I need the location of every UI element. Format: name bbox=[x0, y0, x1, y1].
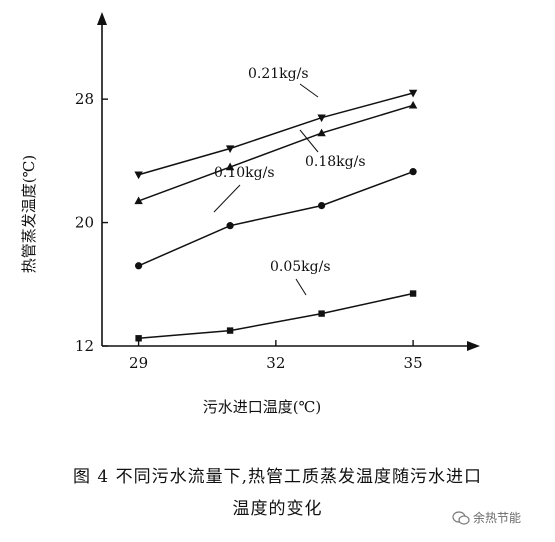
series-0 bbox=[134, 89, 418, 180]
ticks: 29 32 35 12 20 28 bbox=[75, 90, 423, 372]
series-line-3 bbox=[138, 292, 414, 340]
series-3-point-1 bbox=[226, 327, 234, 334]
series-label-0: 0.21kg/s bbox=[248, 66, 309, 82]
axes bbox=[97, 12, 480, 351]
series-3-point-3 bbox=[409, 290, 417, 297]
series-label-leader-0 bbox=[299, 83, 319, 98]
x-axis-arrow bbox=[467, 341, 480, 351]
series-3-point-0 bbox=[135, 335, 142, 342]
series-1-point-0 bbox=[134, 196, 143, 205]
series-0-point-2 bbox=[317, 114, 326, 123]
series-line-2 bbox=[138, 170, 414, 267]
y-axis-title: 热管蒸发温度(℃) bbox=[20, 155, 38, 274]
wechat-icon bbox=[452, 510, 470, 525]
y-tick-label-28: 28 bbox=[75, 90, 94, 108]
series-1-point-2 bbox=[317, 128, 326, 137]
series-layer bbox=[134, 89, 418, 342]
series-2-point-2 bbox=[318, 202, 326, 210]
watermark-text: 余热节能 bbox=[473, 511, 522, 525]
series-2-point-3 bbox=[409, 168, 417, 176]
series-label-2: 0.10kg/s bbox=[214, 165, 275, 181]
figure-caption-line-1: 图 4 不同污水流量下,热管工质蒸发温度随污水进口 bbox=[72, 467, 483, 487]
series-labels: 0.21kg/s 0.18kg/s 0.10kg/s 0.05kg/s bbox=[213, 66, 366, 296]
series-label-leader-2 bbox=[213, 184, 241, 213]
series-line-0 bbox=[138, 92, 414, 176]
y-tick-label-20: 20 bbox=[75, 214, 94, 232]
series-2-point-0 bbox=[135, 262, 143, 270]
watermark: 余热节能 bbox=[452, 509, 521, 526]
x-tick-label-29: 29 bbox=[129, 354, 148, 372]
x-axis-title: 污水进口温度(℃) bbox=[203, 398, 322, 416]
series-line-1 bbox=[138, 104, 414, 202]
series-label-3: 0.05kg/s bbox=[270, 259, 331, 275]
x-tick-label-32: 32 bbox=[266, 354, 285, 372]
y-tick-label-12: 12 bbox=[75, 337, 94, 355]
series-2 bbox=[135, 168, 417, 270]
series-1-point-1 bbox=[225, 162, 235, 171]
series-0-point-1 bbox=[225, 145, 235, 154]
figure-caption-line-2: 温度的变化 bbox=[232, 499, 323, 519]
series-0-point-3 bbox=[408, 89, 418, 98]
y-axis-arrow bbox=[97, 12, 107, 25]
series-1-point-3 bbox=[408, 100, 418, 109]
series-3-point-2 bbox=[318, 310, 325, 317]
series-label-1: 0.18kg/s bbox=[305, 154, 366, 170]
series-2-point-1 bbox=[226, 222, 234, 230]
x-tick-label-35: 35 bbox=[404, 354, 423, 372]
series-1 bbox=[134, 100, 418, 205]
chart: 29 32 35 12 20 28 0.21kg/s 0.18kg/s 0.10kg/s 0.0… bbox=[20, 12, 480, 416]
series-0-point-0 bbox=[134, 171, 143, 180]
series-label-leader-3 bbox=[295, 278, 307, 296]
series-3 bbox=[135, 290, 417, 342]
series-label-leader-1 bbox=[299, 129, 319, 153]
